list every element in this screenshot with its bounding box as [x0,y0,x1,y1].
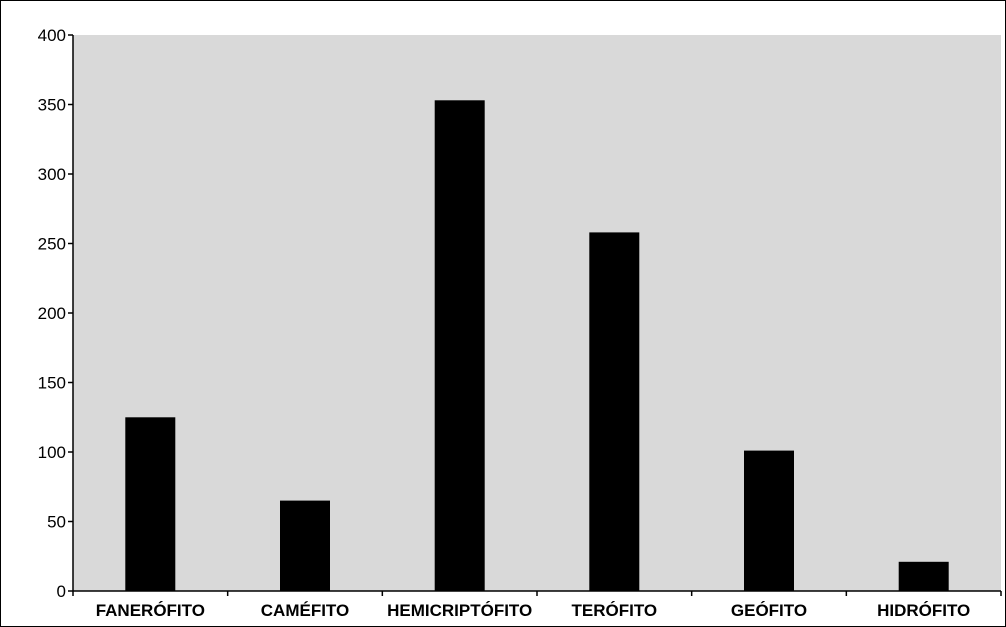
x-category-label: GEÓFITO [731,601,807,620]
bar [589,232,640,591]
y-tick-label: 100 [38,443,66,462]
bar [280,500,330,591]
y-tick-label: 350 [38,96,66,115]
y-tick-label: 50 [47,513,66,532]
y-tick-label: 300 [38,165,66,184]
y-tick-label: 250 [38,235,66,254]
x-axis: FANERÓFITO CAMÉFITO HEMICRIPTÓFITO TERÓFITO… [72,590,1002,620]
y-tick-label: 200 [38,304,66,323]
y-tick-label: 150 [38,374,66,393]
y-tick-label: 0 [57,582,66,601]
bar [434,100,485,592]
plot-area [73,35,1001,591]
y-tick-label: 400 [38,26,66,45]
x-category-label: HEMICRIPTÓFITO [387,601,532,620]
bar [744,450,794,591]
y-axis: 0 50 100 150 200 250 300 350 400 [38,26,74,601]
x-category-label: HIDRÓFITO [877,601,970,620]
x-category-label: TERÓFITO [572,601,658,620]
bar [898,561,949,591]
x-category-label: FANERÓFITO [96,601,205,620]
x-category-label: CAMÉFITO [261,601,349,620]
bar [125,417,176,592]
bars-group [125,100,949,592]
